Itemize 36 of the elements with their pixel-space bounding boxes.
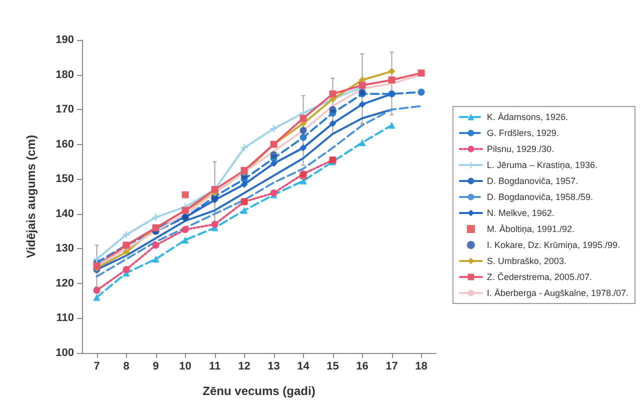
x-tick-label: 9: [152, 360, 159, 372]
x-axis-title: Zēnu vecums (gadi): [202, 384, 316, 398]
legend-label: L. Jēruma – Krastiņa, 1936.: [486, 160, 598, 170]
x-tick-label: 18: [415, 360, 428, 372]
y-tick-label: 140: [56, 208, 74, 220]
y-axis-title: Vidējais augums (cm): [24, 134, 38, 258]
x-tick-label: 12: [238, 360, 250, 372]
x-tick-label: 11: [208, 360, 221, 372]
x-tick-label: 16: [356, 360, 368, 372]
legend-label: D. Bogdanoviča, 1958./59.: [486, 192, 593, 202]
x-tick-label: 8: [123, 360, 130, 372]
legend-label: Z. Čederstrema, 2005./07.: [486, 272, 592, 282]
legend-label: I. Kokare, Dz. Krūmiņa, 1995./99.: [486, 240, 620, 250]
x-tick-label: 17: [386, 360, 398, 372]
x-tick-label: 10: [179, 360, 192, 372]
legend-label: G. Frdšlers, 1929.: [486, 128, 559, 138]
legend-label: S. Umbraško, 2003.: [486, 256, 566, 266]
legend-label: I. Āberberga - Augškalne, 1978./07.: [486, 288, 629, 298]
y-tick-label: 180: [56, 68, 74, 81]
y-tick-label: 160: [56, 138, 74, 150]
y-tick-label: 170: [56, 104, 74, 116]
legend-label: Pilsnu, 1929./30.: [486, 144, 554, 154]
x-tick-label: 13: [268, 360, 280, 372]
legend-label: N. Melkve, 1962.: [486, 208, 554, 218]
y-tick-label: 110: [56, 312, 74, 324]
y-tick-label: 100: [56, 347, 74, 359]
legend-label: K. Ādamsons, 1926.: [486, 112, 568, 122]
x-tick-label: 15: [326, 360, 339, 372]
x-tick-label: 14: [297, 360, 310, 372]
y-tick-label: 120: [56, 277, 74, 290]
y-tick-label: 150: [56, 173, 74, 186]
legend-label: D. Bogdanoviča, 1957.: [486, 176, 578, 186]
x-tick-label: 7: [94, 360, 100, 372]
y-tick-label: 190: [56, 34, 74, 46]
y-tick-label: 130: [56, 242, 74, 255]
legend-label: M. Āboltiņa, 1991./92.: [486, 224, 574, 234]
